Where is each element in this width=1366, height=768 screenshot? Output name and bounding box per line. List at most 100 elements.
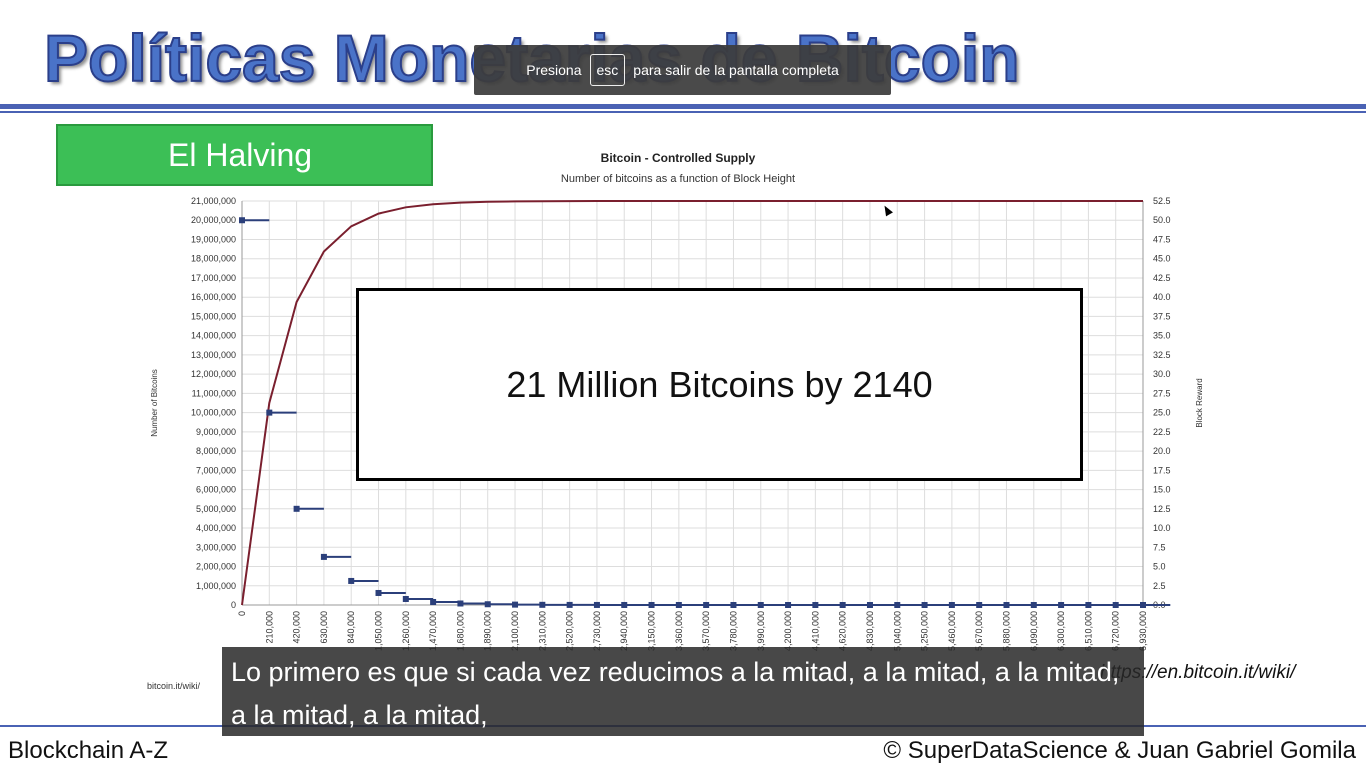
y2-tick-label: 7.5 xyxy=(1153,542,1166,552)
y-tick-label: 13,000,000 xyxy=(191,350,236,360)
x-tick-label: 420,000 xyxy=(292,611,302,644)
x-tick-label: 1,470,000 xyxy=(428,611,438,651)
y2-tick-label: 40.0 xyxy=(1153,292,1171,302)
y-tick-label: 20,000,000 xyxy=(191,215,236,225)
y2-tick-label: 37.5 xyxy=(1153,311,1171,321)
x-tick-label: 1,890,000 xyxy=(483,611,493,651)
y-tick-label: 10,000,000 xyxy=(191,408,236,418)
reward-point xyxy=(648,601,655,608)
x-tick-label: 630,000 xyxy=(319,611,329,644)
reward-point xyxy=(1140,602,1146,608)
reward-point xyxy=(921,602,928,608)
reward-point xyxy=(948,602,955,608)
y2-tick-label: 47.5 xyxy=(1153,234,1171,244)
y-tick-label: 6,000,000 xyxy=(196,485,236,495)
x-tick-label: 5,880,000 xyxy=(1001,611,1011,651)
x-tick-label: 6,510,000 xyxy=(1083,611,1093,651)
y-tick-label: 21,000,000 xyxy=(191,196,236,206)
fullscreen-notice: Presiona esc para salir de la pantalla c… xyxy=(474,45,891,95)
x-tick-label: 6,090,000 xyxy=(1029,611,1039,651)
x-tick-label: 3,780,000 xyxy=(728,611,738,651)
y2-tick-label: 32.5 xyxy=(1153,350,1171,360)
y-tick-label: 14,000,000 xyxy=(191,331,236,341)
reward-point xyxy=(621,601,628,608)
reward-point xyxy=(593,601,600,608)
y-tick-label: 17,000,000 xyxy=(191,273,236,283)
y-tick-label: 9,000,000 xyxy=(196,427,236,437)
x-tick-label: 1,050,000 xyxy=(374,611,384,651)
source-link: https://en.bitcoin.it/wiki/ xyxy=(1100,662,1296,683)
reward-point xyxy=(266,409,273,416)
x-tick-label: 1,260,000 xyxy=(401,611,411,651)
reward-point xyxy=(430,598,437,605)
y-tick-label: 7,000,000 xyxy=(196,465,236,475)
x-tick-label: 4,410,000 xyxy=(810,611,820,651)
reward-point xyxy=(976,602,983,608)
y-tick-label: 1,000,000 xyxy=(196,581,236,591)
y2-tick-label: 10.0 xyxy=(1153,523,1171,533)
chart-title: Bitcoin - Controlled Supply xyxy=(600,151,756,165)
reward-point xyxy=(566,601,573,608)
x-tick-label: 3,360,000 xyxy=(674,611,684,651)
y-tick-label: 16,000,000 xyxy=(191,292,236,302)
reward-point xyxy=(239,217,245,224)
x-tick-label: 5,670,000 xyxy=(974,611,984,651)
course-name: Blockchain A-Z xyxy=(8,737,169,764)
y-tick-label: 18,000,000 xyxy=(191,254,236,264)
reward-point xyxy=(785,602,792,608)
reward-point xyxy=(402,595,409,602)
chart-subtitle: Number of bitcoins as a function of Bloc… xyxy=(560,173,796,185)
reward-point xyxy=(539,601,546,608)
y-tick-label: 11,000,000 xyxy=(192,388,236,398)
y2-tick-label: 30.0 xyxy=(1153,369,1171,379)
y2-tick-label: 5.0 xyxy=(1153,562,1166,572)
x-tick-label: 1,680,000 xyxy=(455,611,465,651)
reward-point xyxy=(512,601,519,608)
y2-axis-title: Block Reward xyxy=(1195,378,1204,427)
x-tick-label: 5,460,000 xyxy=(947,611,957,651)
reward-point xyxy=(457,600,464,607)
fullscreen-notice-prefix: Presiona xyxy=(526,62,582,78)
reward-point xyxy=(348,577,355,584)
y2-tick-label: 52.5 xyxy=(1153,196,1171,206)
reward-point xyxy=(839,602,846,608)
x-tick-label: 4,200,000 xyxy=(783,611,793,651)
x-tick-label: 0 xyxy=(237,611,247,616)
x-tick-label: 5,040,000 xyxy=(892,611,902,651)
reward-point xyxy=(866,602,873,608)
reward-point xyxy=(1058,602,1065,608)
y2-tick-label: 50.0 xyxy=(1153,215,1171,225)
supply-line xyxy=(241,200,1143,606)
y2-tick-label: 45.0 xyxy=(1153,254,1171,264)
y-tick-label: 3,000,000 xyxy=(196,542,236,552)
reward-point xyxy=(293,505,300,512)
fullscreen-notice-suffix: para salir de la pantalla completa xyxy=(633,62,839,78)
reward-point xyxy=(730,601,737,608)
x-tick-label: 2,520,000 xyxy=(565,611,575,651)
x-tick-label: 6,720,000 xyxy=(1111,611,1121,651)
y-tick-label: 12,000,000 xyxy=(191,369,236,379)
x-tick-label: 2,940,000 xyxy=(619,611,629,651)
x-tick-label: 3,990,000 xyxy=(756,611,766,651)
x-tick-label: 3,570,000 xyxy=(701,611,711,651)
y2-tick-label: 22.5 xyxy=(1153,427,1171,437)
reward-point xyxy=(812,602,819,608)
overlay-callout: 21 Million Bitcoins by 2140 xyxy=(356,288,1083,481)
y-tick-label: 8,000,000 xyxy=(196,446,236,456)
x-tick-label: 3,150,000 xyxy=(647,611,657,651)
y2-tick-label: 20.0 xyxy=(1153,446,1171,456)
x-tick-label: 2,730,000 xyxy=(592,611,602,651)
reward-point xyxy=(894,602,901,608)
y-tick-label: 5,000,000 xyxy=(196,504,236,514)
reward-point xyxy=(320,553,327,560)
reward-point xyxy=(375,589,382,596)
x-tick-label: 4,830,000 xyxy=(865,611,875,651)
reward-point xyxy=(1085,602,1092,608)
chart-source: bitcoin.it/wiki/ xyxy=(147,681,201,691)
y2-tick-label: 35.0 xyxy=(1153,331,1171,341)
y-tick-label: 0 xyxy=(231,600,236,610)
esc-key-badge: esc xyxy=(589,54,626,86)
x-tick-label: 6,300,000 xyxy=(1056,611,1066,651)
reward-point xyxy=(1112,602,1119,608)
reward-point xyxy=(484,601,491,608)
